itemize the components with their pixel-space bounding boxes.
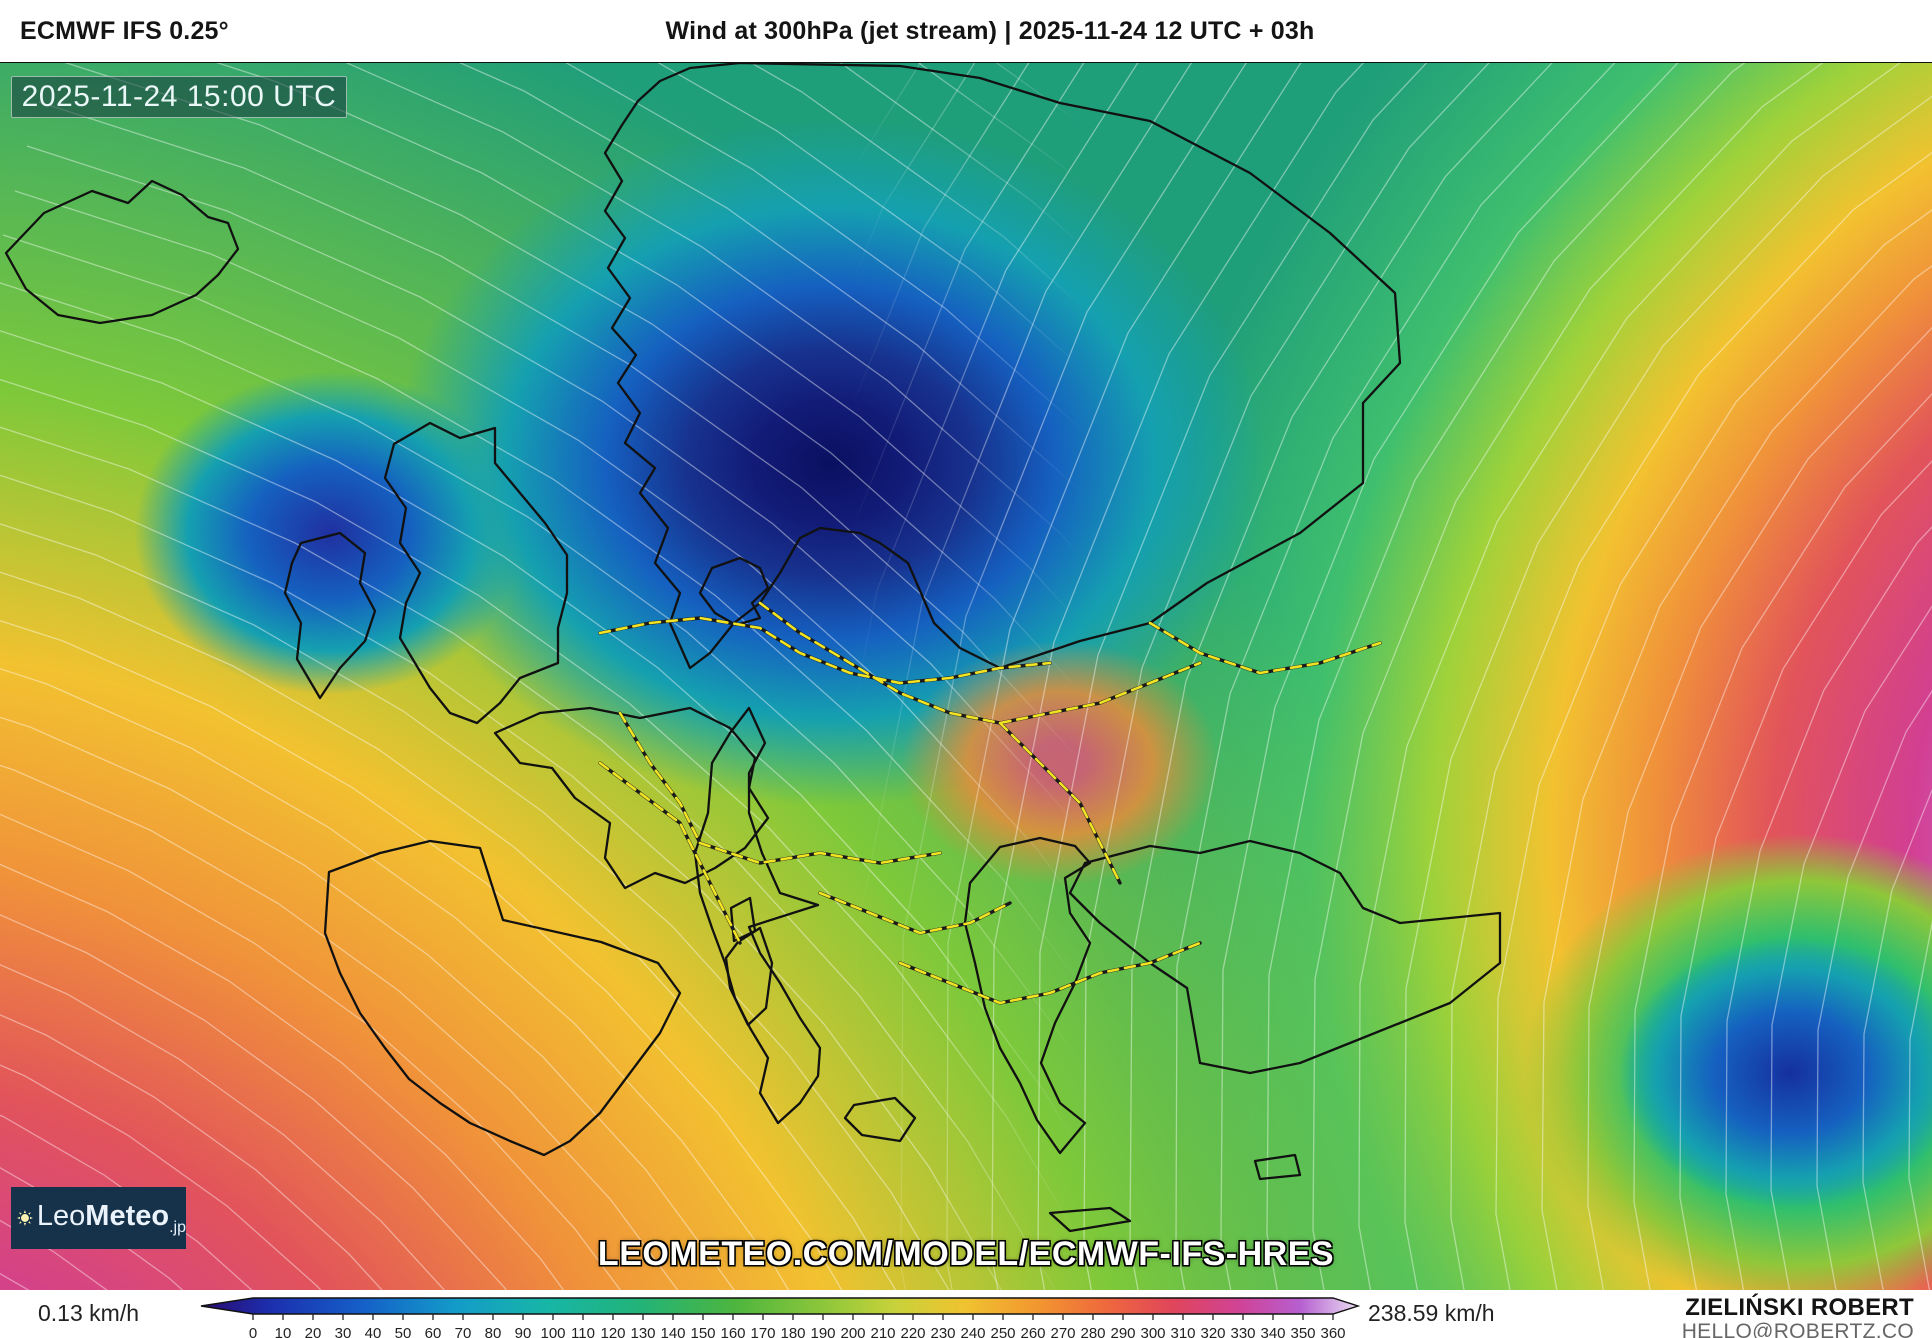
svg-text:340: 340 [1260, 1325, 1285, 1338]
svg-text:250: 250 [990, 1325, 1015, 1338]
svg-text:360: 360 [1320, 1325, 1345, 1338]
svg-text:220: 220 [900, 1325, 925, 1338]
svg-text:0: 0 [249, 1325, 257, 1338]
svg-text:290: 290 [1110, 1325, 1135, 1338]
svg-text:280: 280 [1080, 1325, 1105, 1338]
svg-text:90: 90 [515, 1325, 532, 1338]
svg-text:210: 210 [870, 1325, 895, 1338]
svg-text:310: 310 [1170, 1325, 1195, 1338]
svg-text:190: 190 [810, 1325, 835, 1338]
svg-text:270: 270 [1050, 1325, 1075, 1338]
svg-text:20: 20 [305, 1325, 322, 1338]
svg-text:140: 140 [660, 1325, 685, 1338]
svg-text:180: 180 [780, 1325, 805, 1338]
svg-text:120: 120 [600, 1325, 625, 1338]
svg-text:350: 350 [1290, 1325, 1315, 1338]
svg-text:130: 130 [630, 1325, 655, 1338]
svg-text:230: 230 [930, 1325, 955, 1338]
svg-text:260: 260 [1020, 1325, 1045, 1338]
svg-text:50: 50 [395, 1325, 412, 1338]
svg-text:40: 40 [365, 1325, 382, 1338]
svg-text:60: 60 [425, 1325, 442, 1338]
svg-text:170: 170 [750, 1325, 775, 1338]
svg-text:300: 300 [1140, 1325, 1165, 1338]
svg-text:200: 200 [840, 1325, 865, 1338]
svg-text:160: 160 [720, 1325, 745, 1338]
svg-text:70: 70 [455, 1325, 472, 1338]
svg-text:320: 320 [1200, 1325, 1225, 1338]
svg-text:80: 80 [485, 1325, 502, 1338]
svg-text:330: 330 [1230, 1325, 1255, 1338]
svg-text:240: 240 [960, 1325, 985, 1338]
svg-text:30: 30 [335, 1325, 352, 1338]
svg-text:100: 100 [540, 1325, 565, 1338]
svg-text:150: 150 [690, 1325, 715, 1338]
svg-text:10: 10 [275, 1325, 292, 1338]
svg-text:110: 110 [571, 1325, 595, 1338]
